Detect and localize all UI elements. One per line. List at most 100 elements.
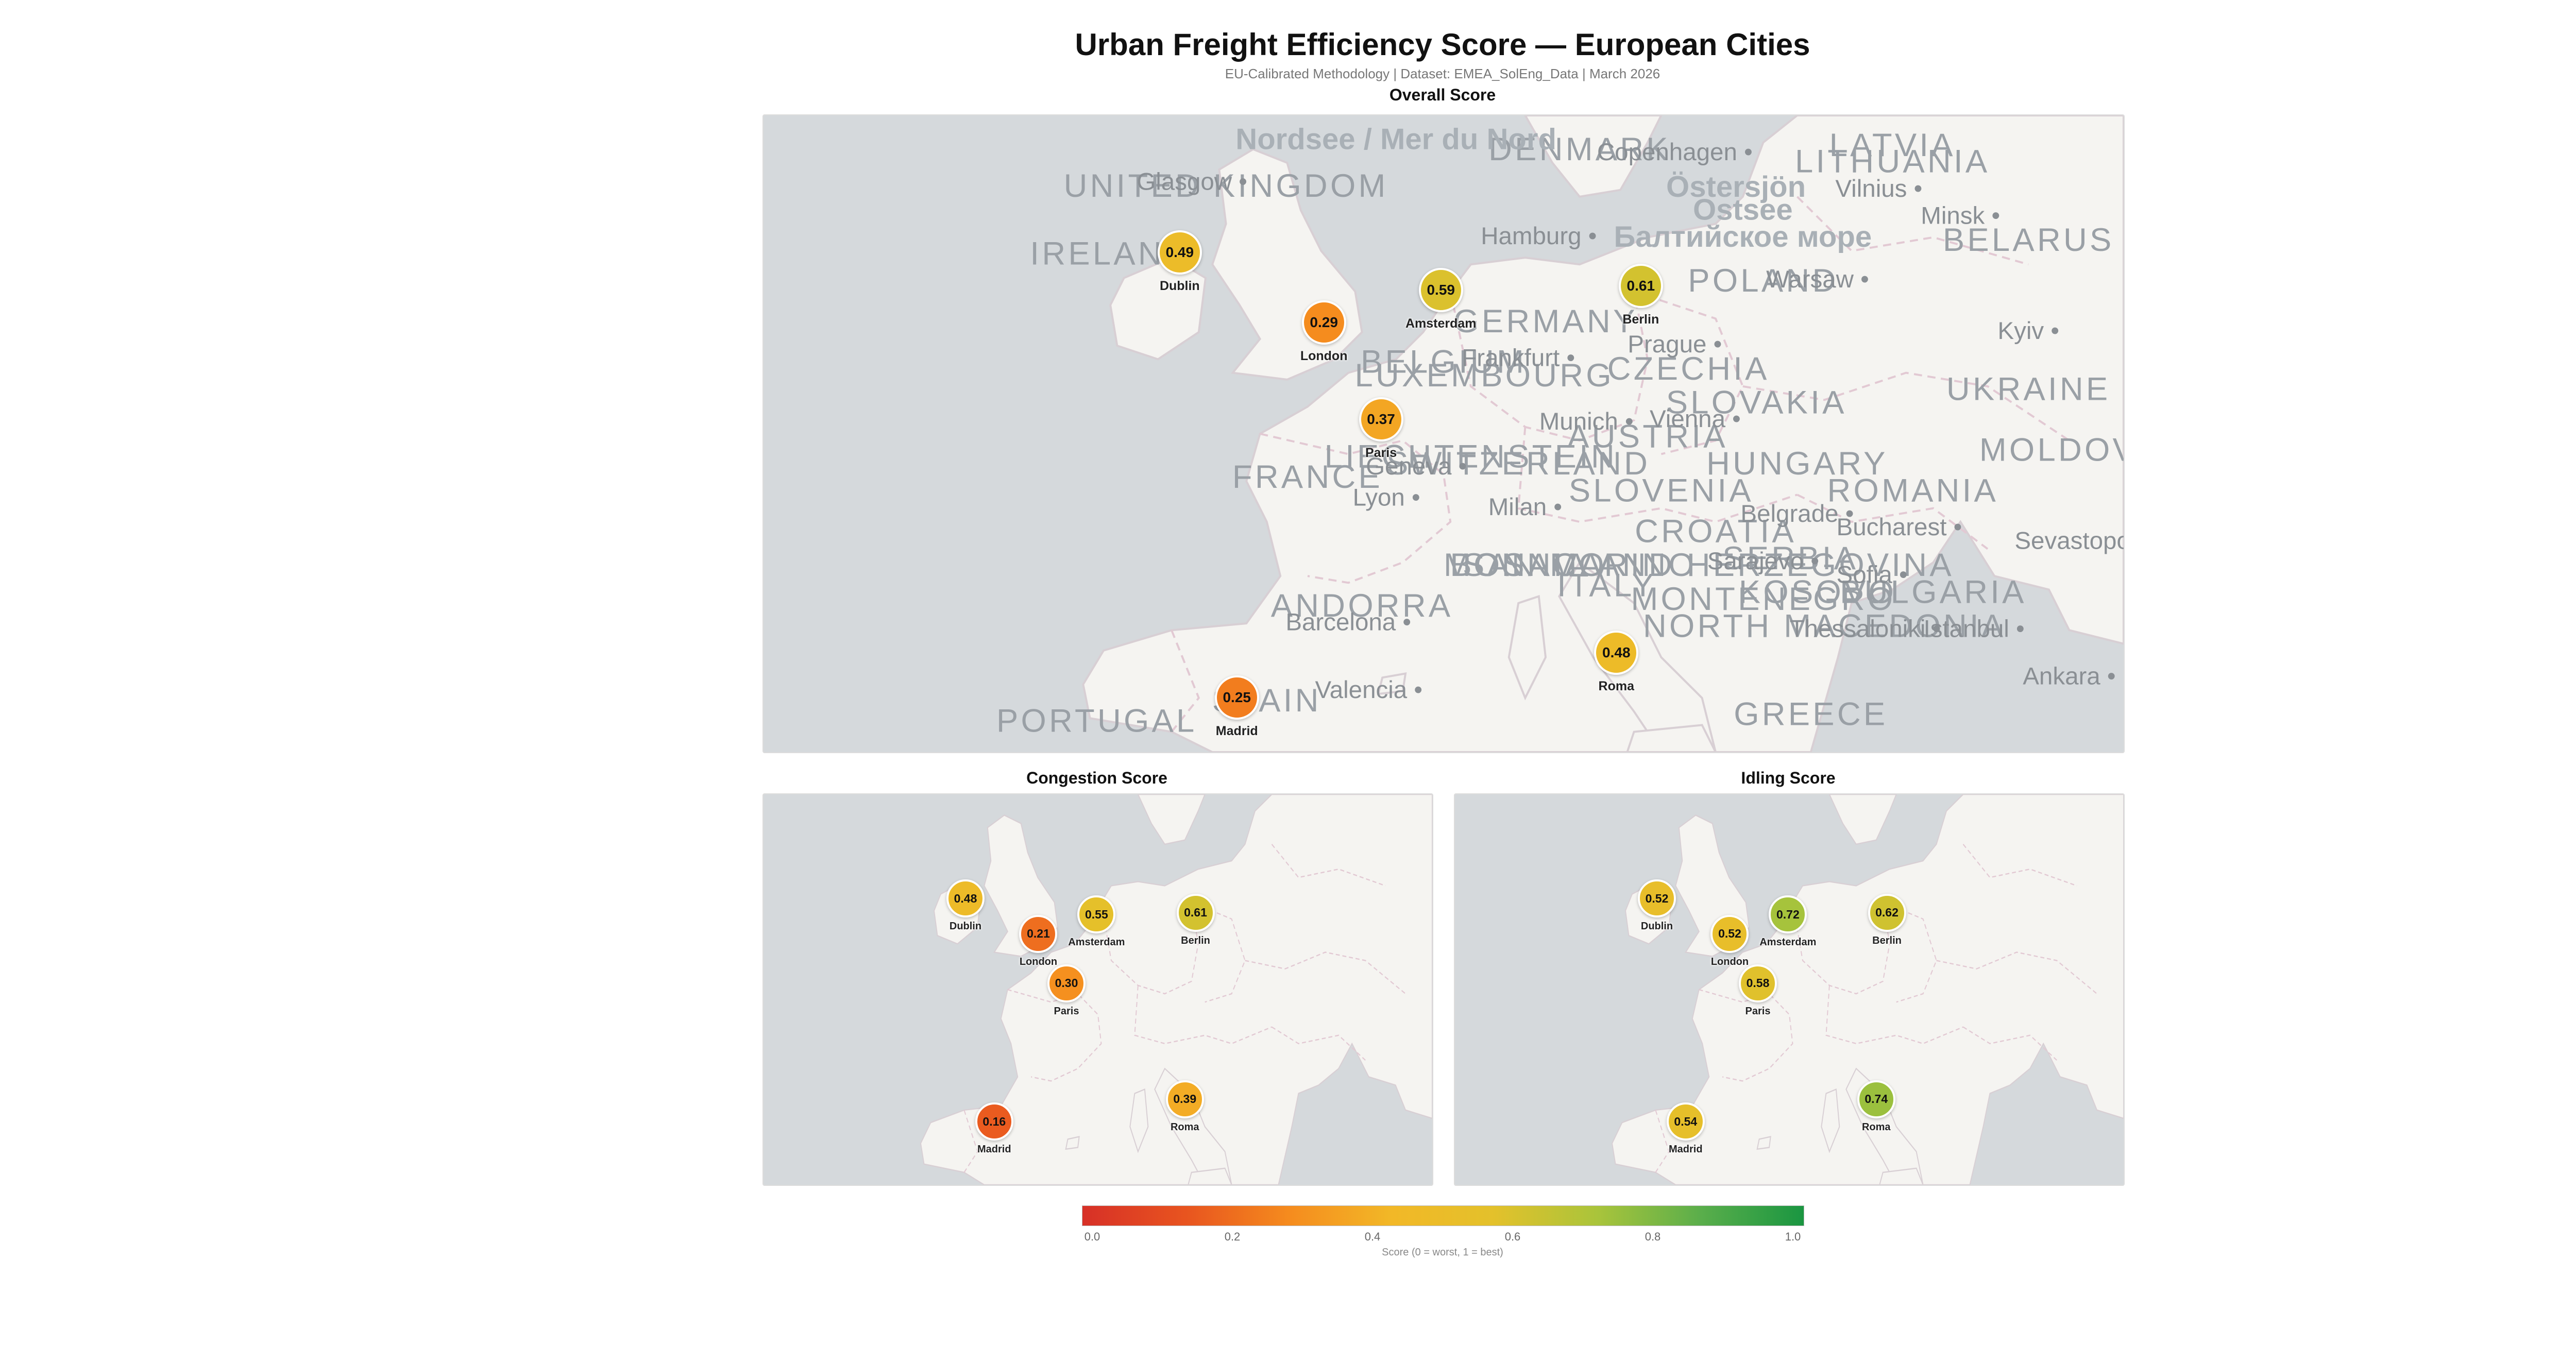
idling-city-marker-roma[interactable]: 0.74 — [1857, 1080, 1895, 1118]
svg-text:Hamburg •: Hamburg • — [1481, 223, 1597, 250]
svg-text:ROMANIA: ROMANIA — [1827, 473, 1999, 509]
idling-map[interactable]: 0.52 Dublin 0.52 London 0.72 Amsterdam 0.62 Ber… — [1454, 793, 2125, 1186]
svg-text:Warsaw •: Warsaw • — [1766, 266, 1869, 293]
svg-text:Ankara •: Ankara • — [2023, 663, 2115, 690]
overall-map[interactable]: UNITED KINGDOM IRELAND FRANCE GERMANY POLAND… — [762, 114, 2125, 753]
svg-text:SWITZERLAND: SWITZERLAND — [1386, 446, 1650, 482]
overall-city-marker-roma[interactable]: 0.48 — [1594, 631, 1639, 675]
svg-text:Vienna •: Vienna • — [1650, 405, 1741, 433]
overall-basemap: UNITED KINGDOMIRELANDFRANCEGERMANYPOLAND… — [764, 115, 2124, 752]
svg-text:POLAND: POLAND — [1688, 263, 1838, 299]
svg-text:KOSOVO: KOSOVO — [1739, 574, 1896, 610]
congestion-city-label-roma: Roma — [1170, 1121, 1199, 1133]
idling-map-title: Idling Score — [1741, 769, 1836, 787]
congestion-city-marker-dublin[interactable]: 0.48 — [946, 879, 985, 918]
overall-city-label-amsterdam: Amsterdam — [1405, 316, 1477, 331]
svg-text:Geneva •: Geneva • — [1366, 453, 1467, 480]
colorbar-tick-label: 0.2 — [1224, 1230, 1241, 1243]
idling-city-label-london: London — [1710, 956, 1749, 967]
svg-text:Frankfurt •: Frankfurt • — [1462, 345, 1575, 372]
svg-text:BELGIUM: BELGIUM — [1361, 344, 1527, 380]
svg-text:GERMANY: GERMANY — [1453, 303, 1637, 339]
svg-text:UKRAINE: UKRAINE — [1946, 371, 2111, 407]
overall-city-marker-madrid[interactable]: 0.25 — [1214, 675, 1259, 720]
svg-text:LATVIA: LATVIA — [1829, 127, 1956, 163]
svg-text:Nordsee / Mer du Nord: Nordsee / Mer du Nord — [1235, 123, 1556, 156]
svg-text:SERBIA: SERBIA — [1722, 540, 1858, 576]
svg-text:Minsk •: Minsk • — [1921, 202, 2000, 229]
colorbar-tick-label: 0.6 — [1504, 1230, 1521, 1243]
idling-city-marker-paris[interactable]: 0.58 — [1738, 964, 1777, 1002]
svg-text:Munich •: Munich • — [1539, 408, 1634, 435]
svg-text:SAN MARINO: SAN MARINO — [1463, 547, 1697, 583]
svg-text:Barcelona •: Barcelona • — [1285, 608, 1411, 636]
congestion-city-marker-roma[interactable]: 0.39 — [1165, 1080, 1204, 1118]
overall-city-label-london: London — [1300, 348, 1348, 363]
overall-city-marker-london[interactable]: 0.29 — [1301, 300, 1346, 345]
congestion-city-label-london: London — [1019, 956, 1058, 967]
svg-text:Glasgow •: Glasgow • — [1137, 168, 1247, 196]
svg-text:ANDORRA: ANDORRA — [1271, 588, 1453, 624]
congestion-basemap — [764, 794, 1432, 1185]
svg-text:AUSTRIA: AUSTRIA — [1567, 418, 1727, 454]
svg-text:GREECE: GREECE — [1734, 696, 1888, 733]
svg-text:HUNGARY: HUNGARY — [1706, 446, 1888, 482]
svg-text:SLOVENIA: SLOVENIA — [1569, 473, 1754, 509]
svg-text:BOSNIA AND HERZEGOVINA: BOSNIA AND HERZEGOVINA — [1450, 547, 1954, 583]
overall-city-label-berlin: Berlin — [1622, 312, 1659, 327]
overall-city-label-roma: Roma — [1598, 679, 1634, 694]
svg-text:SLOVAKIA: SLOVAKIA — [1666, 385, 1847, 421]
svg-text:BELARUS: BELARUS — [1943, 222, 2114, 258]
congestion-city-label-berlin: Berlin — [1181, 934, 1210, 946]
idling-city-marker-berlin[interactable]: 0.62 — [1868, 893, 1906, 932]
svg-text:MOLDOVA: MOLDOVA — [1979, 432, 2124, 468]
svg-text:CZECHIA: CZECHIA — [1607, 351, 1770, 387]
congestion-city-marker-madrid[interactable]: 0.16 — [975, 1102, 1013, 1141]
overall-city-marker-paris[interactable]: 0.37 — [1359, 397, 1403, 441]
svg-text:Ostsee: Ostsee — [1693, 194, 1793, 227]
idling-city-label-amsterdam: Amsterdam — [1759, 937, 1817, 948]
overall-city-marker-amsterdam[interactable]: 0.59 — [1418, 267, 1463, 312]
congestion-map-title: Congestion Score — [1026, 769, 1167, 787]
svg-text:Sofia •: Sofia • — [1837, 561, 1908, 588]
congestion-map[interactable]: 0.48 Dublin 0.21 London 0.55 Amsterdam 0.61 Ber… — [762, 793, 1433, 1186]
svg-text:Copenhagen •: Copenhagen • — [1597, 139, 1753, 166]
idling-city-label-madrid: Madrid — [1669, 1144, 1703, 1155]
svg-text:ITALY: ITALY — [1557, 568, 1656, 604]
svg-text:Sevastopol •: Sevastopol • — [2014, 528, 2124, 555]
svg-text:Östersjön: Östersjön — [1666, 171, 1806, 203]
overall-city-label-madrid: Madrid — [1215, 723, 1258, 738]
svg-text:MONTENEGRO: MONTENEGRO — [1631, 581, 1896, 617]
page-title: Urban Freight Efficiency Score — Europea… — [1075, 27, 1810, 62]
congestion-city-marker-paris[interactable]: 0.30 — [1047, 964, 1086, 1002]
svg-text:MONACO: MONACO — [1444, 547, 1607, 583]
svg-text:Sarajevo •: Sarajevo • — [1707, 548, 1819, 575]
congestion-city-marker-berlin[interactable]: 0.61 — [1176, 893, 1215, 932]
idling-city-marker-madrid[interactable]: 0.54 — [1666, 1102, 1705, 1141]
colorbar-tick-label: 0.0 — [1084, 1230, 1100, 1243]
overall-city-marker-dublin[interactable]: 0.49 — [1157, 230, 1202, 275]
overall-city-label-paris: Paris — [1365, 445, 1397, 460]
svg-text:Vilnius •: Vilnius • — [1835, 175, 1922, 202]
idling-city-label-paris: Paris — [1745, 1005, 1771, 1017]
congestion-city-marker-amsterdam[interactable]: 0.55 — [1077, 895, 1116, 934]
svg-text:NORTH MACEDONIA: NORTH MACEDONIA — [1643, 608, 2006, 644]
svg-text:PORTUGAL: PORTUGAL — [996, 703, 1197, 739]
idling-city-marker-amsterdam[interactable]: 0.72 — [1769, 895, 1807, 934]
svg-text:Milan •: Milan • — [1488, 494, 1562, 521]
idling-city-marker-dublin[interactable]: 0.52 — [1637, 879, 1676, 918]
svg-text:DENMARK: DENMARK — [1488, 131, 1671, 167]
svg-text:UNITED KINGDOM: UNITED KINGDOM — [1064, 168, 1388, 204]
svg-text:Балтийское море: Балтийское море — [1614, 220, 1872, 253]
svg-text:Bucharest •: Bucharest • — [1837, 514, 1962, 541]
page-subtitle: EU-Calibrated Methodology | Dataset: EME… — [1225, 66, 1660, 81]
svg-text:LIECHTENSTEIN: LIECHTENSTEIN — [1325, 439, 1617, 475]
idling-city-marker-london[interactable]: 0.52 — [1710, 914, 1749, 953]
overall-city-marker-berlin[interactable]: 0.61 — [1618, 264, 1663, 309]
congestion-city-label-amsterdam: Amsterdam — [1068, 937, 1125, 948]
colorbar-tick-label: 0.8 — [1645, 1230, 1661, 1243]
svg-text:Prague •: Prague • — [1628, 331, 1722, 358]
congestion-city-marker-london[interactable]: 0.21 — [1019, 914, 1058, 953]
overall-map-title: Overall Score — [1389, 86, 1496, 104]
congestion-city-label-madrid: Madrid — [977, 1144, 1011, 1155]
